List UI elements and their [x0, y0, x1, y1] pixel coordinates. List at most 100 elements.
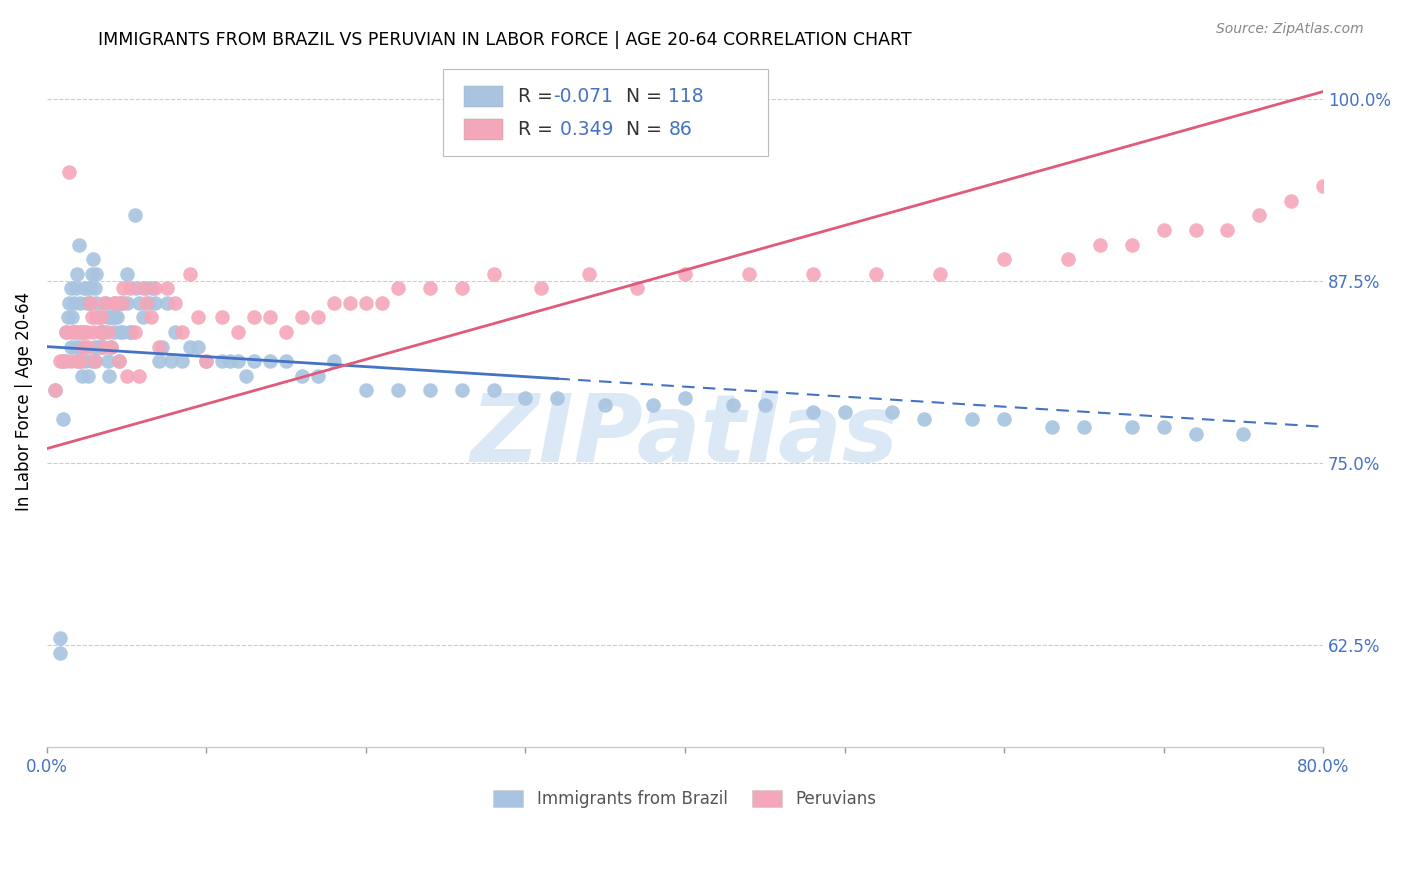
Point [86, 310, 108, 325]
Point [219, 354, 242, 368]
Point [450, 281, 472, 295]
Point [155, 296, 177, 310]
Point [111, 296, 134, 310]
Text: R =: R = [517, 120, 558, 139]
Point [69, 354, 91, 368]
Point [65, 340, 87, 354]
Point [125, 281, 148, 295]
Point [754, 398, 776, 412]
Point [86, 267, 108, 281]
Point [104, 310, 127, 325]
Point [91, 340, 114, 354]
Point [83, 281, 105, 295]
Point [419, 384, 441, 398]
Point [52, 354, 75, 368]
Point [83, 354, 105, 368]
Point [593, 398, 616, 412]
Point [160, 354, 183, 368]
Point [70, 368, 93, 383]
Point [482, 384, 505, 398]
Point [104, 296, 127, 310]
Point [90, 310, 112, 325]
Point [70, 325, 93, 339]
Point [673, 391, 696, 405]
Point [148, 354, 170, 368]
Point [72, 340, 94, 354]
Point [323, 354, 346, 368]
Point [115, 267, 138, 281]
Point [67, 340, 90, 354]
Point [98, 368, 121, 383]
Point [1073, 419, 1095, 434]
Point [91, 340, 114, 354]
Legend: Immigrants from Brazil, Peruvians: Immigrants from Brazil, Peruvians [486, 784, 883, 815]
Point [801, 405, 824, 419]
Point [1088, 237, 1111, 252]
Point [110, 325, 132, 339]
Point [82, 252, 104, 267]
Point [1153, 223, 1175, 237]
Point [124, 325, 146, 339]
Point [993, 252, 1015, 267]
Point [112, 325, 135, 339]
Point [865, 267, 887, 281]
Point [44, 384, 66, 398]
Point [63, 296, 86, 310]
Point [115, 368, 138, 383]
Point [77, 368, 100, 383]
Point [135, 281, 157, 295]
Point [58, 165, 80, 179]
Point [128, 368, 150, 383]
Point [103, 296, 125, 310]
FancyBboxPatch shape [464, 86, 502, 107]
Point [80, 310, 103, 325]
Point [52, 412, 75, 426]
Point [211, 354, 233, 368]
Point [79, 281, 101, 295]
Point [172, 354, 194, 368]
Point [59, 354, 82, 368]
FancyBboxPatch shape [464, 120, 502, 140]
Point [67, 354, 90, 368]
Point [307, 310, 329, 325]
Point [211, 310, 233, 325]
Point [91, 325, 114, 339]
Point [107, 354, 129, 368]
Point [912, 412, 935, 426]
Point [89, 340, 111, 354]
Point [55, 354, 77, 368]
Point [96, 354, 118, 368]
Point [993, 412, 1015, 426]
Point [1312, 179, 1334, 194]
Text: 0.349: 0.349 [554, 120, 613, 139]
Text: N =: N = [613, 120, 668, 139]
Point [259, 354, 281, 368]
Point [482, 267, 505, 281]
Point [90, 325, 112, 339]
Point [89, 325, 111, 339]
Point [96, 325, 118, 339]
Point [354, 296, 377, 310]
Point [56, 310, 79, 325]
Point [1184, 427, 1206, 442]
Point [141, 281, 163, 295]
Point [546, 391, 568, 405]
Point [83, 340, 105, 354]
Point [139, 310, 162, 325]
Point [626, 281, 648, 295]
Point [371, 296, 394, 310]
Text: Source: ZipAtlas.com: Source: ZipAtlas.com [1216, 22, 1364, 37]
Text: N =: N = [613, 87, 668, 106]
Point [94, 296, 117, 310]
Point [515, 391, 537, 405]
Point [1375, 150, 1398, 164]
Point [235, 368, 257, 383]
Point [450, 384, 472, 398]
Point [172, 325, 194, 339]
Point [419, 281, 441, 295]
Point [44, 384, 66, 398]
Point [387, 384, 409, 398]
Point [387, 281, 409, 295]
Point [131, 310, 153, 325]
Point [62, 325, 84, 339]
